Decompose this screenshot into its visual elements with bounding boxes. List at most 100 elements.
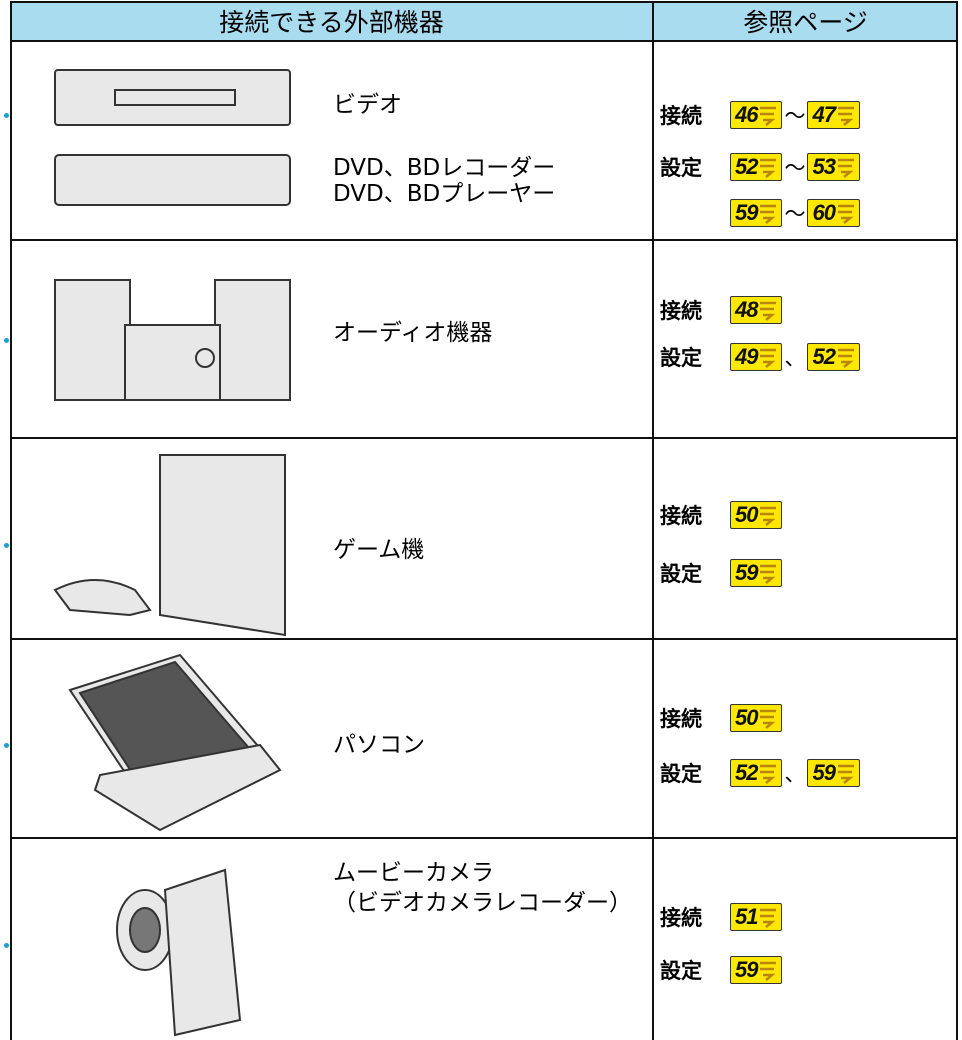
page-number: 59 bbox=[735, 957, 759, 982]
separator: ～ bbox=[784, 104, 806, 128]
ref-line: 接続 46 ～ 47 bbox=[660, 100, 860, 130]
margin-dot bbox=[4, 943, 9, 948]
page-icon bbox=[760, 204, 777, 224]
rule bbox=[10, 1, 12, 1040]
separator: 、 bbox=[784, 346, 806, 370]
ref-line: 59 ～ 60 bbox=[660, 198, 860, 228]
page-number: 52 bbox=[735, 154, 759, 179]
page-icon bbox=[760, 158, 777, 178]
page-icon bbox=[760, 301, 777, 321]
page-icon bbox=[760, 506, 777, 526]
margin-dot bbox=[4, 338, 9, 343]
page-badge: 59 bbox=[730, 956, 783, 984]
ref-line: 接続 48 bbox=[660, 295, 783, 325]
ref-line: 接続 50 bbox=[660, 500, 783, 530]
device-name: オーディオ機器 bbox=[333, 320, 493, 346]
device-illustrations bbox=[53, 69, 291, 1037]
ref-label: 接続 bbox=[660, 104, 702, 128]
ref-label: 設定 bbox=[660, 959, 702, 983]
page-number: 52 bbox=[812, 344, 836, 369]
ref-line: 設定 59 bbox=[660, 558, 783, 588]
ref-line: 接続 51 bbox=[660, 902, 783, 932]
page-badge: 59 bbox=[730, 559, 783, 587]
page-badge: 59 bbox=[807, 759, 860, 787]
page-number: 46 bbox=[735, 102, 759, 127]
page-badge: 48 bbox=[730, 296, 783, 324]
rule bbox=[10, 1, 958, 3]
device-name: ゲーム機 bbox=[333, 537, 425, 563]
separator: ～ bbox=[784, 202, 806, 226]
page-number: 51 bbox=[735, 904, 759, 929]
page-number: 59 bbox=[735, 200, 759, 225]
page-number: 50 bbox=[735, 705, 759, 730]
page-badge: 52 bbox=[807, 343, 860, 371]
page-number: 49 bbox=[735, 344, 759, 369]
page-badge: 50 bbox=[730, 501, 783, 529]
device-name: パソコン bbox=[333, 732, 425, 758]
page-number: 47 bbox=[812, 102, 836, 127]
page-badge: 52 bbox=[730, 759, 783, 787]
device-name: ムービーカメラ bbox=[333, 860, 494, 886]
device-name: （ビデオカメラレコーダー） bbox=[333, 890, 632, 916]
rule bbox=[10, 837, 958, 839]
page-icon bbox=[837, 106, 854, 126]
page-badge: 53 bbox=[807, 153, 860, 181]
separator: 、 bbox=[784, 762, 806, 786]
ref-label: 設定 bbox=[660, 156, 702, 180]
page-number: 59 bbox=[735, 560, 759, 585]
margin-dot bbox=[4, 743, 9, 748]
rule bbox=[10, 239, 958, 241]
device-name: DVD、BDレコーダー bbox=[333, 155, 556, 181]
page-number: 52 bbox=[735, 760, 759, 785]
page-badge: 52 bbox=[730, 153, 783, 181]
page-icon bbox=[760, 764, 777, 784]
rule bbox=[10, 437, 958, 439]
ref-line: 設定 52 ～ 53 bbox=[660, 152, 860, 182]
ref-label: 接続 bbox=[660, 504, 702, 528]
page-icon bbox=[760, 348, 777, 368]
page-badge: 51 bbox=[730, 903, 783, 931]
page-number: 59 bbox=[812, 760, 836, 785]
page-badge: 46 bbox=[730, 101, 783, 129]
page-icon bbox=[837, 204, 854, 224]
page-icon bbox=[760, 564, 777, 584]
ref-line: 接続 50 bbox=[660, 703, 783, 733]
ref-label: 接続 bbox=[660, 299, 702, 323]
margin-dot bbox=[4, 543, 9, 548]
page-icon bbox=[760, 908, 777, 928]
ref-label: 設定 bbox=[660, 346, 702, 370]
page-number: 50 bbox=[735, 502, 759, 527]
ref-label: 設定 bbox=[660, 562, 702, 586]
rule bbox=[10, 40, 958, 42]
page-icon bbox=[837, 348, 854, 368]
page-number: 53 bbox=[812, 154, 836, 179]
separator: ～ bbox=[784, 156, 806, 180]
margin-dot bbox=[4, 113, 9, 118]
header-devices: 接続できる外部機器 bbox=[10, 2, 653, 40]
ref-line: 設定 52 、 59 bbox=[660, 758, 860, 788]
ref-label: 設定 bbox=[660, 762, 702, 786]
page-badge: 47 bbox=[807, 101, 860, 129]
page-icon bbox=[760, 709, 777, 729]
page-badge: 50 bbox=[730, 704, 783, 732]
page-badge: 49 bbox=[730, 343, 783, 371]
page-badge: 60 bbox=[807, 199, 860, 227]
page-number: 60 bbox=[812, 200, 836, 225]
rule bbox=[10, 638, 958, 640]
page-icon bbox=[760, 106, 777, 126]
page-icon bbox=[837, 764, 854, 784]
page-number: 48 bbox=[735, 297, 759, 322]
rule bbox=[652, 1, 654, 1040]
device-name: ビデオ bbox=[333, 92, 402, 118]
page-icon bbox=[837, 158, 854, 178]
page-badge: 59 bbox=[730, 199, 783, 227]
device-name: DVD、BDプレーヤー bbox=[333, 181, 556, 207]
ref-line: 設定 59 bbox=[660, 955, 783, 985]
header-pages: 参照ページ bbox=[653, 2, 958, 40]
ref-line: 設定 49 、 52 bbox=[660, 342, 860, 372]
ref-label: 接続 bbox=[660, 906, 702, 930]
ref-label: 接続 bbox=[660, 707, 702, 731]
page-icon bbox=[760, 961, 777, 981]
rule bbox=[956, 1, 958, 1040]
